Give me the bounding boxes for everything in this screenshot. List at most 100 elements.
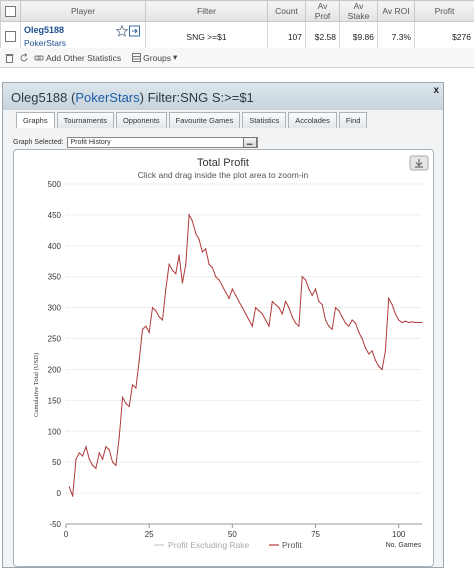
- profit-data-point: [131, 384, 134, 386]
- profit-data-point: [334, 307, 337, 309]
- y-tick-label: 400: [48, 242, 62, 251]
- profit-data-point: [321, 303, 323, 306]
- profit-data-point: [311, 294, 313, 296]
- tab-find[interactable]: Find: [338, 112, 368, 128]
- graph-selected-label: Graph Selected:: [13, 139, 64, 146]
- column-header-count[interactable]: Count: [267, 0, 306, 22]
- profit-data-point: [215, 276, 217, 278]
- y-tick-label: 350: [48, 273, 62, 282]
- delete-button[interactable]: [5, 53, 14, 63]
- y-axis-label: Cumulative Total (USD): [33, 353, 40, 417]
- profit-data-point: [68, 486, 70, 488]
- tab-tournaments[interactable]: Tournaments: [56, 112, 114, 128]
- refresh-button[interactable]: [19, 52, 29, 63]
- legend: Profit Excluding Rake Profit: [154, 540, 302, 550]
- tab-favourite-games[interactable]: Favourite Games: [168, 112, 241, 128]
- legend-item-profit-excluding-rake[interactable]: Profit Excluding Rake: [154, 540, 250, 550]
- download-icon: [415, 159, 423, 168]
- tab-statistics[interactable]: Statistics: [242, 112, 287, 128]
- profit-data-point: [258, 310, 260, 312]
- dropdown-arrow-icon[interactable]: ▁: [242, 137, 257, 148]
- tab-accolades[interactable]: Accolades: [288, 112, 337, 128]
- column-header-av-prof[interactable]: Av Prof: [305, 0, 340, 22]
- av-roi-cell: 7.3%: [377, 21, 415, 52]
- x-axis-label: No. Games: [386, 542, 422, 549]
- add-other-statistics-button[interactable]: Add Other Statistics: [34, 53, 121, 63]
- x-tick-label: 75: [311, 530, 320, 539]
- column-header-filter[interactable]: Filter: [145, 0, 268, 22]
- column-header-av-stake[interactable]: Av Stake: [339, 0, 378, 22]
- profit-data-point: [391, 303, 393, 306]
- profit-data-point: [411, 321, 413, 323]
- profit-data-point: [398, 319, 400, 321]
- profit-data-point: [421, 321, 423, 324]
- groups-icon: [132, 53, 142, 62]
- select-all-checkbox[interactable]: [5, 5, 16, 17]
- tab-graphs[interactable]: Graphs: [16, 112, 55, 128]
- groups-dropdown[interactable]: Groups ▾: [132, 52, 177, 63]
- favourite-star-icon[interactable]: [115, 24, 129, 37]
- chart-panel[interactable]: -50 0 50 100 150 200 250 300 350 400 450 500 0 25 50 7…: [13, 149, 434, 567]
- open-details-icon[interactable]: [129, 25, 140, 37]
- profit-data-point: [151, 307, 154, 309]
- profit-data-point: [148, 331, 150, 333]
- refresh-icon: [20, 52, 28, 61]
- table-toolbar: Add Other Statistics Groups ▾: [0, 48, 474, 68]
- profit-data-point: [414, 321, 416, 324]
- profit-series-line: [68, 213, 422, 497]
- profit-data-point: [248, 319, 250, 321]
- x-tick-label: 0: [64, 530, 69, 539]
- profit-data-point: [235, 294, 237, 296]
- column-header-player[interactable]: Player: [20, 0, 146, 22]
- profit-data-point: [201, 251, 204, 253]
- profit-data-point: [198, 239, 200, 241]
- tab-opponents[interactable]: Opponents: [115, 112, 167, 128]
- profit-data-point: [371, 350, 373, 352]
- row-select-cell[interactable]: [0, 21, 21, 52]
- profit-data-point: [338, 310, 340, 312]
- player-site-link[interactable]: PokerStars: [24, 38, 67, 48]
- profit-data-point: [108, 449, 110, 451]
- chart-title: Total Profit: [197, 157, 249, 169]
- download-button[interactable]: [409, 155, 429, 171]
- profit-data-point: [111, 461, 114, 463]
- close-icon[interactable]: x: [433, 85, 439, 96]
- window-title-player: Oleg5188 (: [11, 90, 76, 105]
- profit-data-point: [308, 288, 310, 290]
- graph-select-dropdown[interactable]: Profit History ▁: [66, 137, 258, 148]
- legend-item-profit[interactable]: Profit: [269, 540, 302, 550]
- graph-select-value: Profit History: [70, 139, 111, 146]
- profit-data-point: [185, 263, 187, 265]
- av-stake-cell: $9.86: [339, 21, 378, 52]
- trash-icon: [5, 53, 14, 63]
- player-name-link[interactable]: Oleg5188: [24, 25, 65, 35]
- profit-data-point: [304, 279, 307, 281]
- profit-data-point: [171, 269, 174, 272]
- profit-data-point: [231, 288, 233, 290]
- profit-data-point: [141, 328, 144, 330]
- profit-data-point: [251, 325, 253, 327]
- table-row[interactable]: Oleg5188 PokerStars SNG >=$1 107 $2.58 $…: [0, 21, 474, 52]
- profit-data-point: [401, 321, 403, 324]
- profit-data-point: [138, 359, 140, 361]
- profit-data-point: [265, 319, 267, 321]
- link-icon: [34, 55, 44, 60]
- profit-data-point: [211, 266, 213, 269]
- window-title-bar[interactable]: Oleg5188 (PokerStars) Filter:SNG S:>=$1 …: [3, 83, 443, 110]
- window-title-filter: ) Filter:SNG S:>=$1: [139, 90, 254, 105]
- profit-data-point: [78, 452, 80, 454]
- profit-data-point: [378, 365, 380, 367]
- x-tick-label: 100: [392, 530, 406, 539]
- column-header-profit[interactable]: Profit: [414, 0, 474, 22]
- select-all-header[interactable]: [0, 0, 21, 22]
- y-tick-label: 500: [48, 180, 62, 189]
- window-title-site-link[interactable]: PokerStars: [75, 90, 140, 105]
- column-header-av-roi[interactable]: Av ROI: [377, 0, 415, 22]
- profit-data-point: [158, 316, 160, 318]
- profit-data-point: [105, 446, 107, 448]
- profit-cell: $276: [414, 21, 474, 52]
- profit-data-point: [161, 319, 164, 321]
- profit-data-point: [165, 288, 167, 290]
- row-checkbox[interactable]: [5, 31, 16, 43]
